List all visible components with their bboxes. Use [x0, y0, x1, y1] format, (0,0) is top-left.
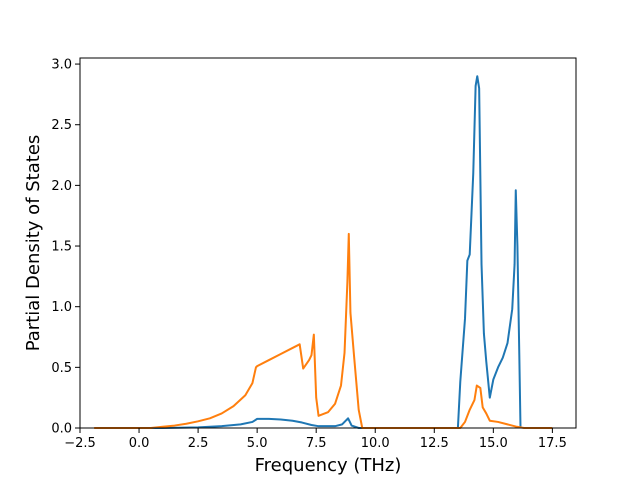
x-tick-label: 12.5: [420, 436, 449, 451]
x-tick-label: 10.0: [361, 436, 390, 451]
y-tick-label: 3.0: [51, 58, 72, 73]
y-tick-label: 1.0: [51, 300, 72, 315]
y-ticks: 0.0 0.5 1.0 1.5 2.0 2.5 3.0: [51, 58, 80, 437]
y-tick-label: 1.5: [51, 240, 72, 255]
y-tick-label: 2.0: [51, 179, 72, 194]
x-tick-label: 17.5: [538, 436, 567, 451]
x-tick-label: 5.0: [247, 436, 268, 451]
y-tick-label: 0.5: [51, 361, 72, 376]
series-line-2: [94, 232, 553, 429]
y-axis-label: Partial Density of States: [23, 135, 44, 352]
plot-frame: [79, 57, 577, 429]
x-tick-label: 7.5: [306, 436, 327, 451]
y-tick-label: 0.0: [51, 422, 72, 437]
series-layer: [94, 75, 553, 429]
x-axis-label: Frequency (THz): [255, 455, 402, 476]
series-line-1: [101, 75, 522, 429]
x-tick-label: 2.5: [188, 436, 209, 451]
x-tick-label: 0.0: [129, 436, 150, 451]
x-ticks: −2.5 0.0 2.5 5.0 7.5 10.0 12.5 15.0 17.5: [64, 428, 567, 451]
x-tick-label: 15.0: [479, 436, 508, 451]
y-tick-label: 2.5: [51, 118, 72, 133]
x-tick-label: −2.5: [64, 436, 96, 451]
